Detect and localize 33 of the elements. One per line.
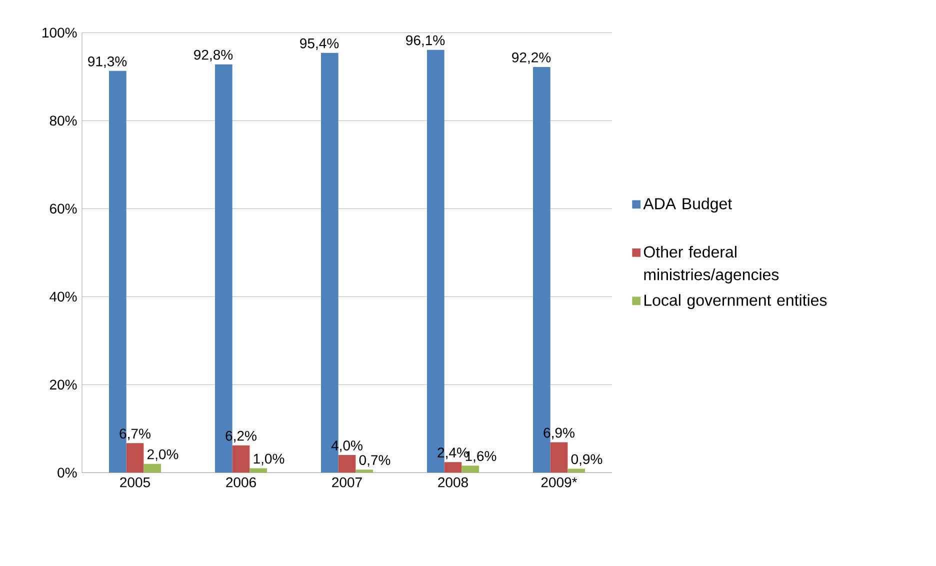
data-label: 2,0% (147, 449, 178, 461)
data-label: 92,2% (512, 52, 551, 64)
bar (356, 470, 374, 473)
data-label: 0,7% (359, 455, 390, 467)
bar (462, 466, 479, 473)
data-label: 92,8% (194, 50, 233, 62)
y-tick-label: 20% (50, 380, 77, 390)
y-tick-label: 60% (50, 204, 77, 214)
x-tick-label: 2005 (120, 477, 150, 488)
bar (338, 455, 356, 473)
x-tick-label: 2008 (438, 477, 468, 488)
data-label: 96,1% (406, 35, 445, 47)
data-label: 1,0% (254, 454, 284, 466)
legend-label: Local government entities (644, 294, 827, 310)
x-tick-label: 2009* (541, 477, 578, 488)
y-tick-label: 100% (42, 28, 77, 38)
x-tick-label: 2006 (226, 477, 256, 488)
data-label: 91,3% (88, 56, 127, 68)
data-label: 0,9% (571, 454, 602, 466)
bar (444, 462, 462, 473)
data-label: 95,4% (300, 38, 339, 50)
x-tick-label: 2007 (332, 477, 362, 488)
bar (126, 443, 144, 473)
bar (144, 464, 162, 473)
bar (550, 442, 568, 473)
y-tick-label: 80% (50, 116, 77, 126)
legend-label: Other federal ministries/agencies (644, 246, 779, 284)
y-tick-label: 0% (58, 468, 77, 478)
bar (568, 468, 586, 473)
y-tick-label: 40% (50, 292, 77, 302)
bar (250, 468, 268, 473)
legend-label: ADA Budget (643, 198, 732, 213)
bar (232, 445, 250, 473)
